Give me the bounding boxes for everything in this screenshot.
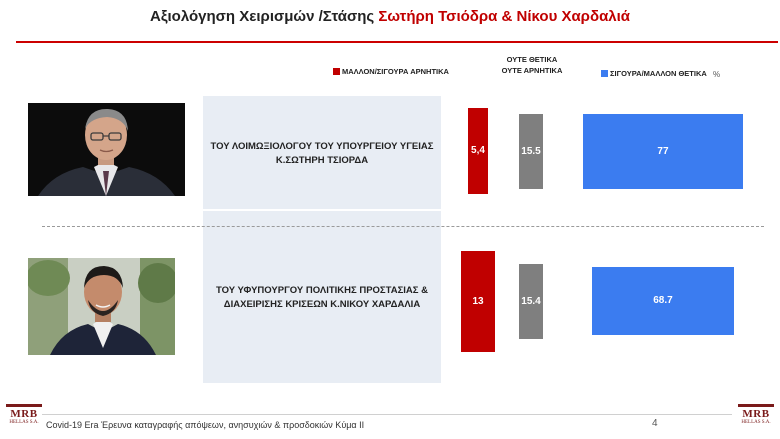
legend-swatch-positive: [601, 70, 608, 77]
bar-positive-1: [582, 113, 744, 189]
bar-label-negative-1: 5,4: [471, 145, 485, 157]
bar-negative-1: [467, 107, 489, 195]
mrb-logo-left: MRB HELLAS S.A.: [6, 404, 42, 436]
row-divider: [42, 226, 764, 227]
bar-label-positive-1: 77: [657, 145, 669, 157]
row-label-line: Κ.ΣΩΤΗΡΗ ΤΣΙΟΡΔΑ: [275, 155, 369, 166]
bar-label-negative-2: 13: [472, 295, 484, 307]
row-label-line: ΔΙΑΧΕΙΡΙΣΗΣ ΚΡΙΣΕΩΝ Κ.ΝΙΚΟΥ ΧΑΡΔΑΛΙΑ: [223, 299, 421, 310]
bar-label-neutral-1: 15.5: [521, 145, 541, 157]
bar-positive-2: [591, 267, 735, 335]
page-title: Αξιολόγηση Χειρισμών /Στάσης Σωτήρη Τσιό…: [149, 8, 631, 25]
row-label-line: ΤΟΥ ΥΦΥΠΟΥΡΓΟΥ ΠΟΛΙΤΙΚΗΣ ΠΡΟΣΤΑΣΙΑΣ &: [216, 285, 428, 296]
legend-swatch-negative: [333, 68, 340, 75]
mrb-logo-right: MRB HELLAS S.A.: [738, 404, 774, 436]
title-divider: [16, 41, 778, 43]
legend-positive: ΣΙΓΟΥΡΑ/ΜΑΛΛΟΝ ΘΕΤΙΚΑ: [610, 69, 707, 78]
page-number: 4: [652, 418, 658, 429]
footer-divider: [42, 414, 732, 415]
footer-text: Covid-19 Era Έρευνα καταγραφής απόψεων, …: [46, 420, 365, 430]
row-label-line: ΤΟΥ ΛΟΙΜΩΞΙΟΛΟΓΟΥ ΤΟΥ ΥΠΟΥΡΓΕΙΟΥ ΥΓΕΙΑΣ: [210, 141, 434, 152]
label-panel: [203, 96, 441, 383]
photo-tsiodras: [28, 103, 185, 196]
title-highlight: Σωτήρη Τσιόδρα & Νίκου Χαρδαλιά: [378, 8, 631, 25]
legend-neutral-line2: ΟΥΤΕ ΑΡΝΗΤΙΚΑ: [501, 66, 563, 75]
row-label-chardalias: ΤΟΥ ΥΦΥΠΟΥΡΓΟΥ ΠΟΛΙΤΙΚΗΣ ΠΡΟΣΤΑΣΙΑΣ & ΔΙ…: [203, 284, 441, 312]
bar-neutral-2: [519, 263, 543, 339]
bar-label-neutral-2: 15.4: [521, 295, 541, 307]
photo-chardalias: [28, 258, 175, 355]
legend-unit: %: [713, 70, 721, 79]
legend-negative: ΜΑΛΛΟΝ/ΣΙΓΟΥΡΑ ΑΡΝΗΤΙΚΑ: [342, 67, 449, 76]
bar-negative-2: [461, 250, 495, 352]
row-label-tsiodras: ΤΟΥ ΛΟΙΜΩΞΙΟΛΟΓΟΥ ΤΟΥ ΥΠΟΥΡΓΕΙΟΥ ΥΓΕΙΑΣ …: [203, 140, 441, 168]
bar-neutral-1: [519, 113, 543, 189]
legend-neutral-line1: ΟΥΤΕ ΘΕΤΙΚΑ: [506, 55, 558, 64]
label-panel-separator: [203, 209, 441, 211]
bar-label-positive-2: 68.7: [653, 295, 673, 307]
